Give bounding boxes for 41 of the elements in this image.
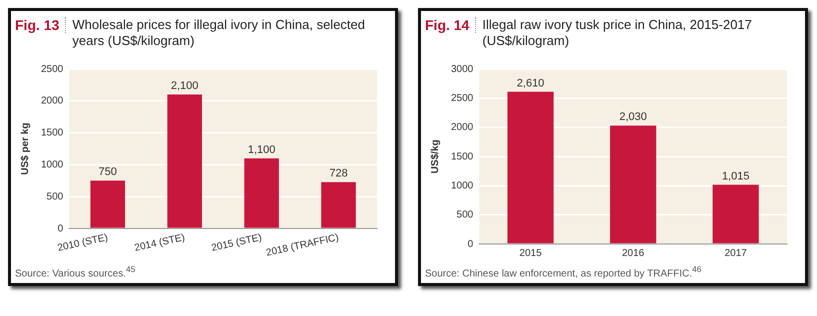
y-tick-label: 1000	[40, 159, 64, 170]
x-tick-label: 2014 (STE)	[134, 232, 186, 254]
y-tick-label: 0	[468, 238, 474, 250]
y-tick-label: 0	[58, 223, 64, 234]
y-tick-label: 1000	[450, 180, 474, 192]
x-tick-label: 2015	[519, 248, 542, 259]
y-tick-label: 3000	[450, 64, 474, 75]
data-label: 750	[98, 166, 117, 178]
bar	[90, 180, 126, 228]
source-note: Source: Chinese law enforcement, as reported by TRAFFIC.$^{46}$	[425, 264, 702, 280]
y-axis-title: US$/kg	[430, 140, 441, 174]
data-label: 1,100	[248, 144, 276, 156]
chart-title: Illegal raw ivory tusk price in China, 2015-2017 (US$/kilogram)	[482, 17, 753, 49]
y-tick-label: 2500	[40, 64, 64, 75]
data-label: 2,610	[516, 77, 544, 90]
bar	[610, 126, 656, 244]
bar	[244, 158, 279, 228]
y-tick-label: 500	[46, 191, 64, 202]
data-label: 728	[329, 168, 348, 180]
bar	[167, 94, 202, 228]
source-note: Source: Various sources.$^{45}$	[15, 264, 136, 280]
y-tick-label: 2500	[450, 92, 474, 104]
y-tick-label: 1500	[40, 128, 64, 139]
data-label: 2,100	[170, 80, 198, 92]
chart-title: Wholesale prices for illegal ivory in China, selected years (US$/kilogram)	[72, 17, 366, 49]
y-tick-label: 2000	[450, 122, 474, 134]
x-tick-label: 2017	[724, 248, 748, 259]
bar	[507, 92, 554, 244]
bar	[321, 182, 356, 228]
data-label: 1,015	[722, 170, 750, 182]
caption: Fig. 14	[425, 17, 476, 33]
bar	[712, 184, 759, 244]
y-axis-title: US$ per kg	[20, 122, 31, 175]
data-label: 2,030	[619, 111, 647, 124]
x-tick-label: 2016	[622, 248, 645, 259]
y-tick-label: 1500	[450, 151, 474, 162]
caption: Fig. 13	[15, 17, 66, 33]
y-tick-label: 2000	[40, 96, 64, 107]
y-tick-label: 500	[456, 210, 474, 221]
x-tick-label: 2015 (STE)	[210, 232, 263, 254]
x-tick-label: 2010 (STE)	[56, 232, 109, 254]
